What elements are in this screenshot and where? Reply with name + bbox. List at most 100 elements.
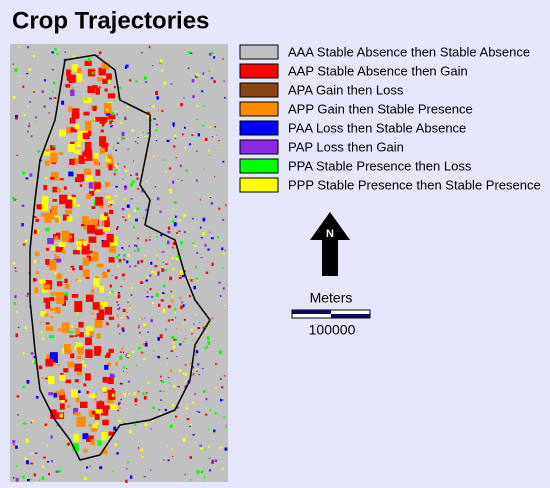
land-pixel — [170, 290, 173, 293]
land-pixel — [197, 327, 201, 330]
land-pixel — [24, 457, 28, 461]
land-pixel — [220, 386, 224, 389]
land-pixel — [179, 270, 183, 275]
land-pixel — [176, 255, 180, 258]
land-pixel — [166, 139, 170, 143]
land-pixel — [173, 338, 176, 341]
land-pixel — [144, 260, 146, 262]
land-pixel — [101, 122, 105, 127]
land-pixel — [138, 325, 140, 327]
land-pixel — [118, 306, 121, 309]
land-pixel — [98, 309, 105, 317]
land-pixel — [214, 125, 217, 128]
land-pixel — [102, 386, 107, 392]
land-pixel — [69, 335, 74, 338]
land-pixel — [13, 444, 15, 446]
land-pixel — [29, 478, 32, 480]
land-pixel — [63, 292, 69, 296]
land-pixel — [72, 267, 75, 271]
region-outline — [29, 54, 211, 461]
land-pixel — [115, 255, 119, 259]
land-pixel — [179, 296, 182, 300]
land-pixel — [49, 352, 58, 364]
land-pixel — [172, 125, 175, 128]
land-pixel — [27, 130, 29, 133]
land-pixel — [108, 209, 114, 215]
land-pixel — [51, 460, 53, 463]
land-pixel — [22, 475, 25, 479]
land-pixel — [100, 129, 104, 133]
land-pixel — [92, 423, 98, 428]
land-pixel — [95, 88, 100, 95]
land-pixel — [25, 438, 29, 443]
land-pixel — [136, 141, 138, 143]
land-pixel — [195, 277, 199, 280]
land-pixel — [196, 105, 199, 107]
north-label: N — [326, 228, 334, 240]
land-pixel — [155, 139, 157, 142]
land-pixel — [94, 160, 100, 166]
land-pixel — [154, 186, 157, 188]
land-pixel — [64, 399, 68, 403]
land-pixel — [64, 344, 71, 354]
land-pixel — [209, 231, 211, 233]
land-pixel — [141, 188, 144, 193]
land-pixel — [33, 229, 37, 234]
land-pixel — [108, 242, 116, 253]
land-pixel — [16, 311, 19, 313]
land-pixel — [122, 278, 126, 280]
land-pixel — [72, 64, 79, 72]
land-pixel — [188, 294, 191, 298]
land-pixel — [91, 71, 95, 75]
land-pixel — [84, 141, 92, 151]
land-pixel — [127, 461, 129, 464]
land-pixel — [147, 132, 150, 134]
land-pixel — [204, 476, 206, 478]
land-pixel — [15, 477, 19, 482]
land-pixel — [119, 355, 123, 360]
land-pixel — [159, 390, 162, 392]
land-pixel — [118, 86, 122, 89]
land-pixel — [208, 196, 211, 199]
land-pixel — [140, 448, 143, 452]
land-pixel — [159, 62, 162, 65]
land-pixel — [218, 281, 221, 284]
land-pixel — [147, 331, 149, 333]
land-pixel — [116, 378, 118, 380]
land-pixel — [119, 382, 123, 385]
land-pixel — [174, 308, 177, 311]
land-pixel — [102, 232, 105, 235]
land-pixel — [224, 97, 226, 99]
land-pixel — [207, 442, 209, 443]
land-pixel — [114, 442, 117, 446]
land-pixel — [115, 110, 118, 113]
land-pixel — [174, 311, 177, 314]
land-pixel — [17, 413, 19, 416]
land-pixel — [206, 336, 210, 341]
land-pixel — [127, 301, 129, 303]
land-pixel — [76, 356, 82, 360]
land-pixel — [216, 134, 218, 136]
land-pixel — [213, 56, 216, 59]
land-pixel — [67, 442, 70, 446]
land-pixel — [191, 365, 195, 369]
land-pixel — [85, 337, 92, 346]
land-pixel — [199, 226, 202, 229]
land-pixel — [14, 295, 17, 299]
land-pixel — [96, 313, 105, 320]
land-pixel — [124, 116, 127, 120]
land-pixel — [74, 335, 78, 337]
land-pixel — [89, 330, 94, 337]
land-pixel — [167, 377, 170, 379]
land-pixel — [79, 265, 83, 271]
legend-swatch — [239, 177, 279, 193]
land-pixel — [152, 302, 154, 305]
land-pixel — [137, 142, 139, 144]
land-pixel — [175, 415, 177, 418]
land-pixel — [144, 343, 148, 347]
land-pixel — [111, 393, 115, 397]
land-pixel — [222, 160, 225, 163]
land-pixel — [59, 403, 65, 410]
land-pixel — [222, 218, 225, 221]
land-pixel — [111, 388, 114, 391]
